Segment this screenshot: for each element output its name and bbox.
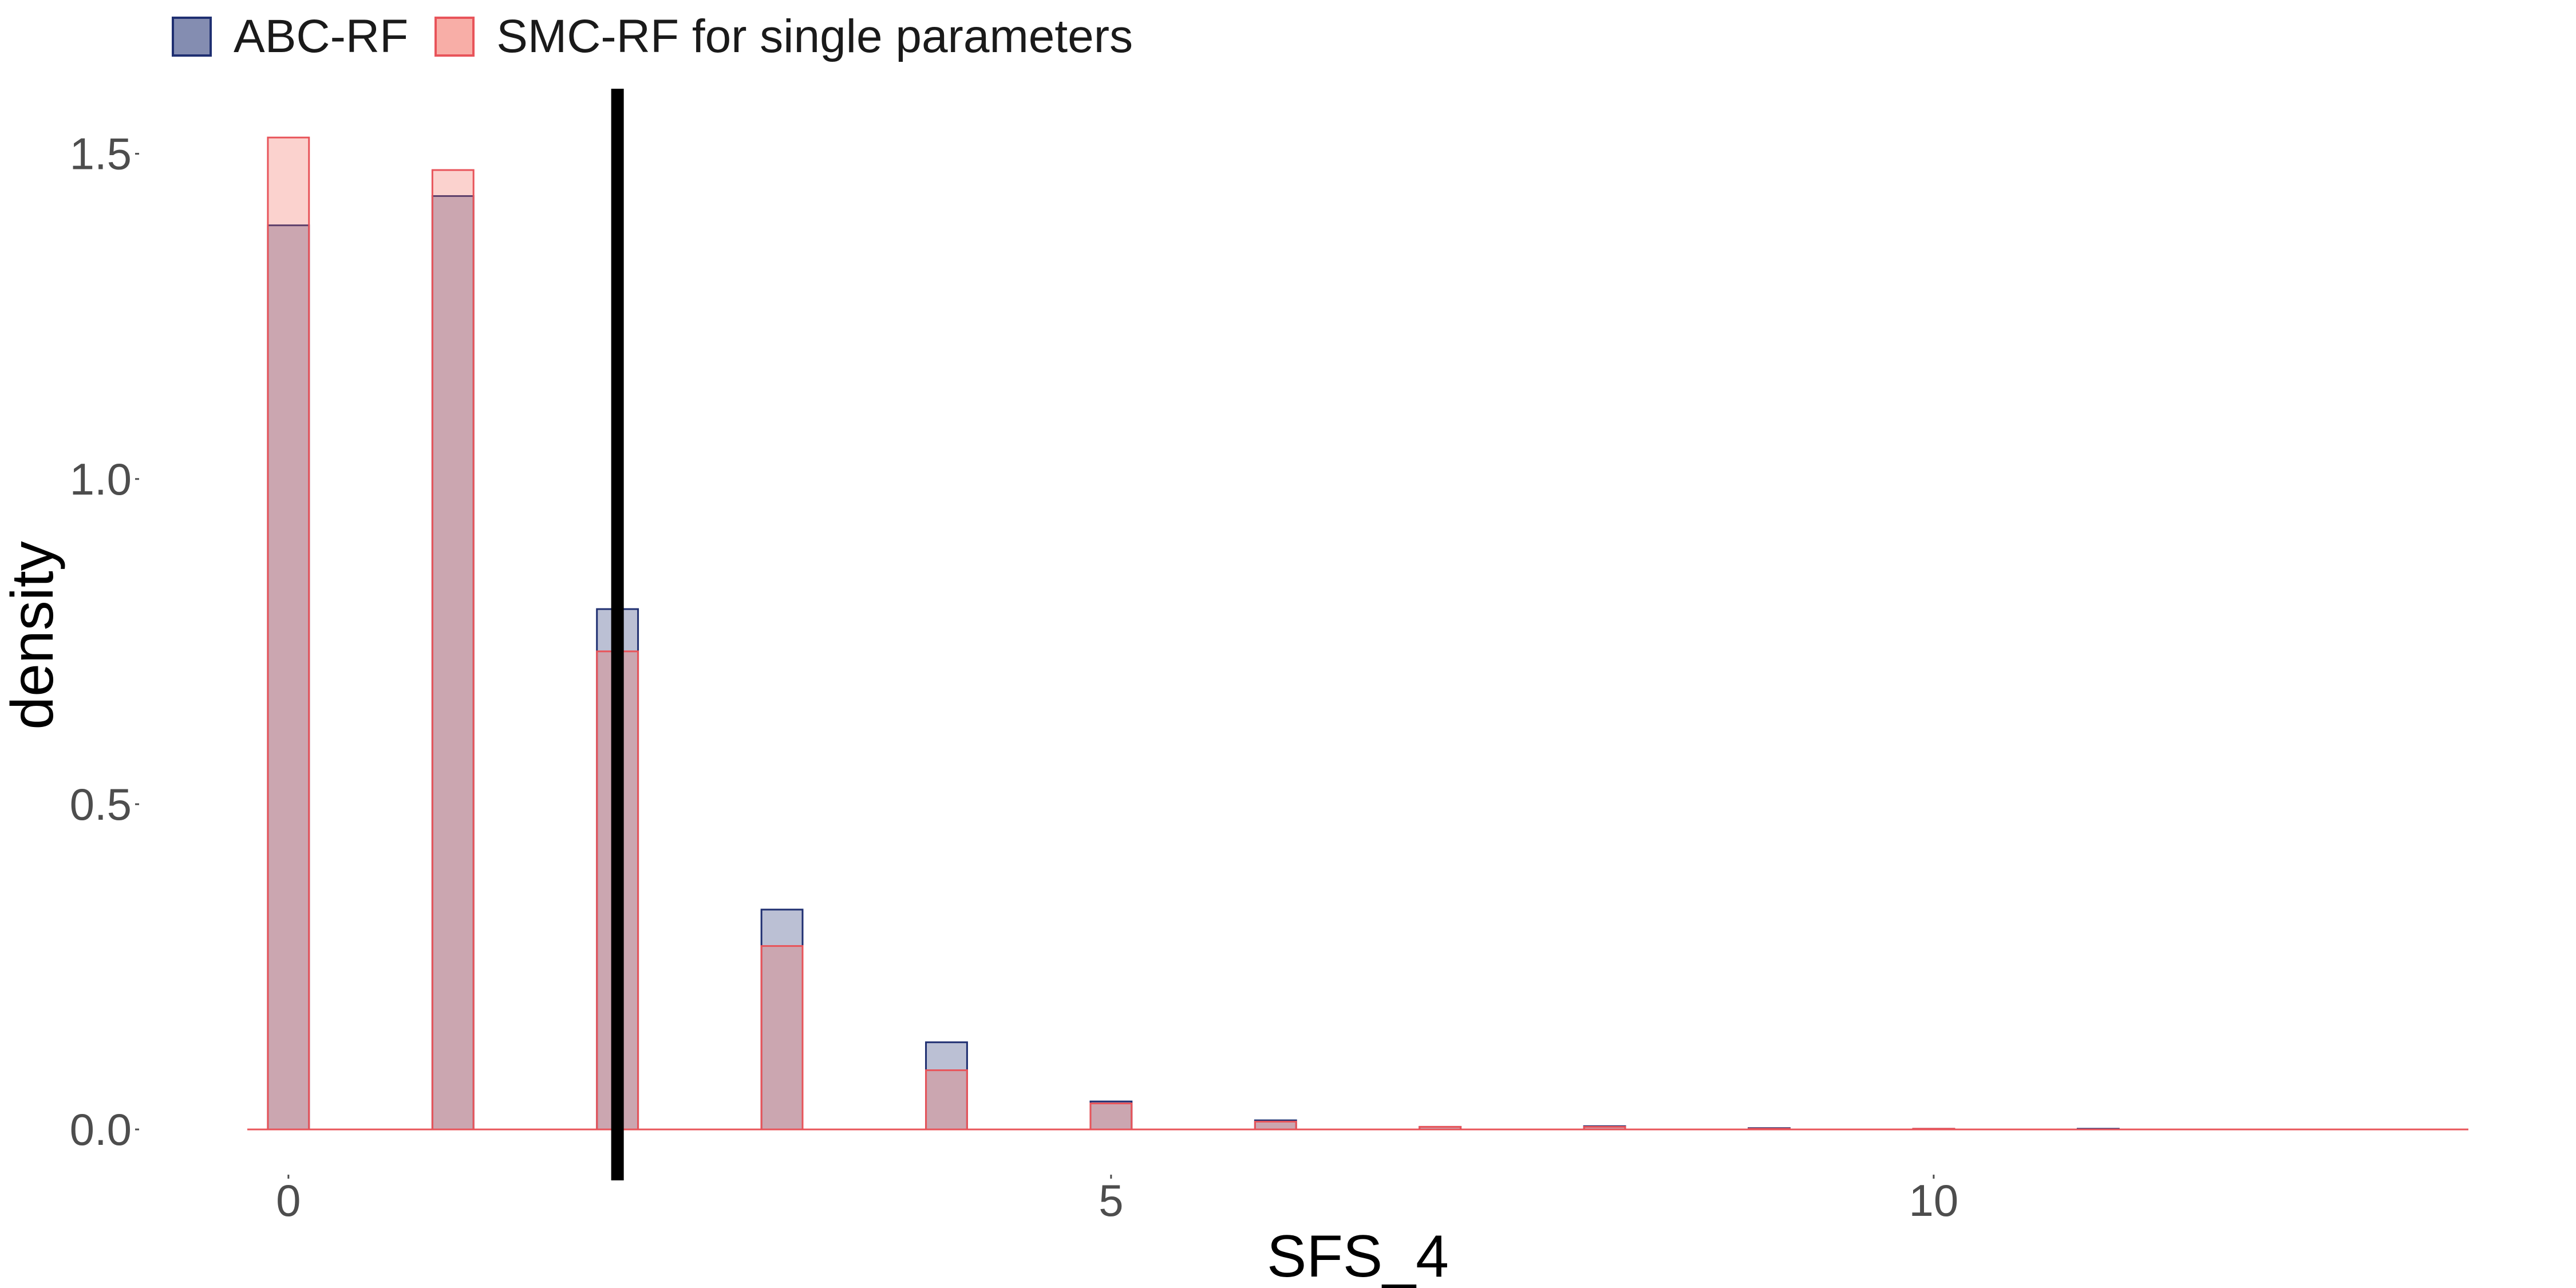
x-axis-ticks: 0 5 10 — [276, 1175, 1958, 1226]
bar-abc-rf-5 — [1089, 1100, 1133, 1131]
bar-abc-rf-4 — [925, 1041, 968, 1131]
x-tick-label: 0 — [276, 1175, 301, 1226]
y-tick-label: 0.5 — [70, 779, 132, 829]
bar-smc-rf-6 — [1254, 1120, 1297, 1131]
bar-smc-rf-0 — [267, 136, 310, 1131]
bar-smc-rf-4 — [925, 1069, 968, 1131]
y-tick-label: 1.5 — [70, 129, 132, 179]
legend-swatch-abc-rf — [172, 17, 212, 57]
legend-item-smc-rf[interactable]: SMC-RF for single parameters — [434, 10, 1133, 64]
x-axis-title: SFS_4 — [1267, 1223, 1449, 1288]
y-tick-label: 0.0 — [70, 1104, 132, 1155]
bar-smc-rf-3 — [760, 945, 804, 1131]
smc-rf-bars — [267, 136, 1955, 1131]
legend-label-smc-rf: SMC-RF for single parameters — [496, 10, 1133, 62]
bar-abc-rf-1 — [431, 195, 475, 1131]
legend-swatch-smc-rf — [434, 17, 475, 57]
legend-label-abc-rf: ABC-RF — [234, 10, 409, 62]
bar-smc-rf-5 — [1089, 1103, 1133, 1131]
y-axis-ticks: 0.0 0.5 1.0 1.5 — [70, 129, 139, 1155]
abc-rf-bars — [267, 195, 2120, 1131]
legend-item-abc-rf[interactable]: ABC-RF — [172, 10, 408, 64]
y-axis-title: density — [0, 541, 66, 730]
legend: ABC-RF SMC-RF for single parameters — [172, 8, 1159, 65]
bar-smc-rf-1 — [431, 169, 475, 1131]
x-tick-label: 10 — [1909, 1175, 1959, 1226]
x-tick-label: 5 — [1099, 1175, 1123, 1226]
y-tick-label: 1.0 — [70, 454, 132, 504]
